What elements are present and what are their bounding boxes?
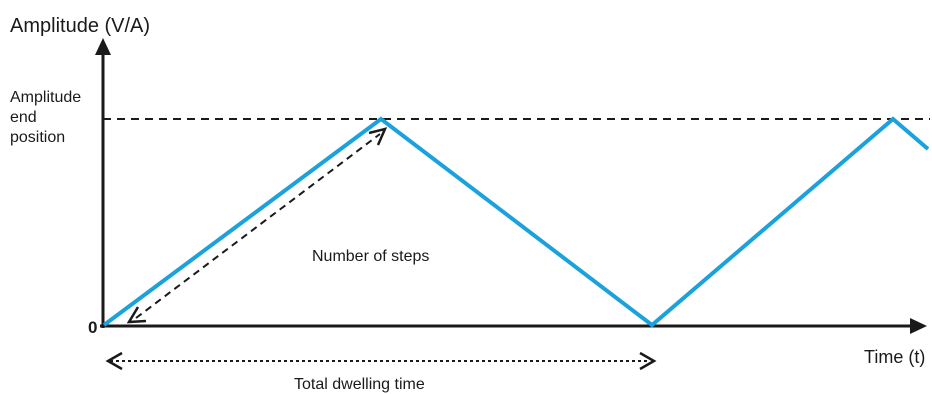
steps-arrowhead-start <box>126 306 147 324</box>
origin-label: 0 <box>88 318 97 337</box>
x-axis-label: Time (t) <box>864 347 925 367</box>
dwelling-label: Total dwelling time <box>294 376 425 393</box>
dwelling-arrowhead-start <box>105 351 123 371</box>
dwelling-arrowhead-end <box>639 351 657 371</box>
steps-label: Number of steps <box>312 248 429 265</box>
steps-dashed-arrow-line <box>135 133 381 319</box>
end-position-label-line-2: end <box>10 109 37 126</box>
end-position-label-line-3: position <box>10 129 65 146</box>
triangle-waveform <box>102 116 930 328</box>
end-position-label-line-1: Amplitude <box>10 89 81 106</box>
x-axis-arrowhead <box>910 318 927 334</box>
steps-arrowhead-end <box>368 127 388 146</box>
y-axis-arrowhead <box>95 38 111 55</box>
y-axis-label: Amplitude (V/A) <box>10 15 150 37</box>
